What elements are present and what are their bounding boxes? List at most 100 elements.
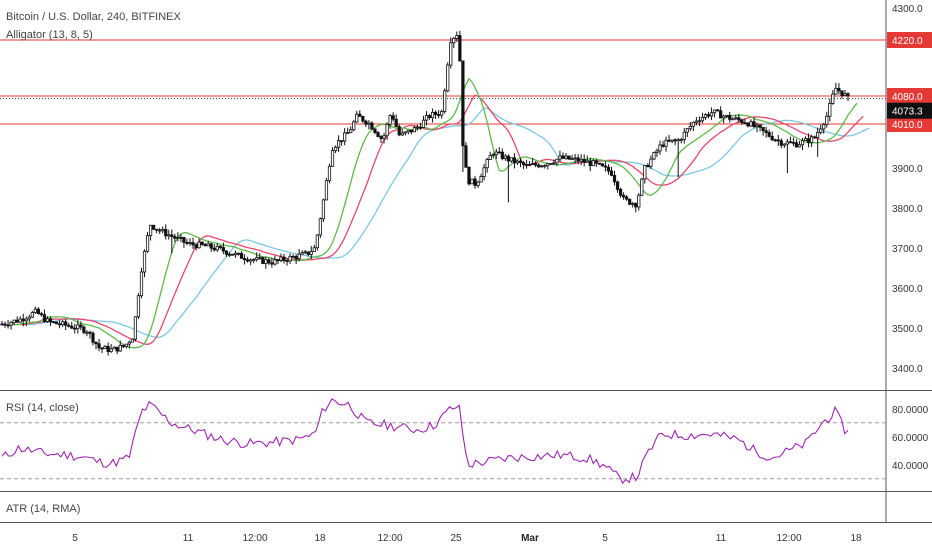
candle xyxy=(588,157,592,172)
candle xyxy=(279,253,283,263)
candle xyxy=(585,155,589,163)
candle xyxy=(94,341,98,350)
candle xyxy=(521,160,526,170)
time-axis[interactable]: 5 11 12:00 18 12:00 25 Mar 5 11 12:00 18 xyxy=(72,533,862,544)
candle xyxy=(427,113,432,120)
candle xyxy=(364,119,368,128)
candle xyxy=(834,82,838,95)
candle xyxy=(227,251,232,258)
price-tick-label: 3900.0 xyxy=(892,164,923,175)
candle xyxy=(309,246,313,259)
candle xyxy=(782,143,786,148)
candle xyxy=(728,111,732,123)
candle xyxy=(485,157,489,173)
candle xyxy=(330,147,335,167)
candle xyxy=(333,145,338,154)
candle xyxy=(612,170,617,186)
candle xyxy=(294,254,298,264)
main-pane[interactable] xyxy=(0,0,886,390)
atr-pane[interactable] xyxy=(0,492,886,522)
candle xyxy=(391,112,395,122)
candle xyxy=(582,154,586,167)
candle xyxy=(506,154,510,203)
candle xyxy=(124,343,128,349)
candle xyxy=(321,198,326,223)
candle xyxy=(603,161,608,172)
rsi-tick-label: 40.0000 xyxy=(892,461,929,472)
candle xyxy=(664,136,668,152)
candle xyxy=(737,113,741,123)
candle xyxy=(570,154,574,161)
candle xyxy=(170,229,174,254)
candle xyxy=(288,253,292,264)
candle xyxy=(182,237,186,248)
rsi-pane[interactable] xyxy=(0,391,886,491)
time-tick-label: Mar xyxy=(521,533,539,544)
candle xyxy=(813,135,817,139)
candle xyxy=(61,319,65,328)
candle xyxy=(694,117,698,126)
candle xyxy=(242,254,247,265)
candle xyxy=(152,224,156,231)
candle xyxy=(625,195,629,201)
candle xyxy=(722,114,726,124)
candle xyxy=(618,187,623,198)
time-tick-label: 25 xyxy=(450,533,462,544)
candle xyxy=(64,319,68,330)
level-label: 4080.0 xyxy=(892,92,923,103)
candle xyxy=(764,126,768,138)
candle xyxy=(88,330,92,339)
candle xyxy=(246,256,250,263)
candle xyxy=(367,120,371,130)
time-tick-label: 12:00 xyxy=(377,533,402,544)
candle xyxy=(209,242,213,252)
candle xyxy=(324,177,329,201)
candle xyxy=(791,137,796,147)
rsi-axis[interactable]: 40.0000 60.0000 80.0000 xyxy=(892,405,929,472)
candle xyxy=(810,134,814,147)
candle xyxy=(634,202,638,213)
candle xyxy=(831,89,835,105)
candle xyxy=(285,258,289,266)
candle xyxy=(716,108,720,112)
candle xyxy=(264,256,268,269)
price-tick-label: 3500.0 xyxy=(892,324,923,335)
candle xyxy=(273,255,277,266)
candle xyxy=(667,135,671,143)
candle xyxy=(306,251,310,257)
candle xyxy=(594,159,598,167)
candle xyxy=(376,130,380,138)
candle xyxy=(703,113,708,120)
time-tick-label: 5 xyxy=(72,533,78,544)
candle xyxy=(370,121,374,130)
candle xyxy=(215,242,219,253)
time-tick-label: 12:00 xyxy=(242,533,267,544)
candle xyxy=(139,267,144,299)
candle xyxy=(546,162,550,170)
candle xyxy=(418,122,423,130)
price-tick-label: 3800.0 xyxy=(892,204,923,215)
candle xyxy=(203,242,207,247)
candle xyxy=(121,344,125,349)
price-axis[interactable]: 3400.0 3500.0 3600.0 3700.0 3800.0 3900.0 4300… xyxy=(892,4,923,375)
candle xyxy=(21,313,25,327)
last-price-label: 4073.3 xyxy=(892,107,923,118)
candle xyxy=(488,151,492,160)
candle xyxy=(670,139,674,144)
candle xyxy=(555,158,559,167)
rsi-series xyxy=(0,398,886,485)
candle xyxy=(82,325,86,335)
candle xyxy=(509,157,514,163)
candle xyxy=(788,136,792,144)
alligator-lines xyxy=(11,77,870,349)
candle xyxy=(443,88,447,114)
candle xyxy=(224,250,228,257)
candle xyxy=(24,316,28,327)
candle xyxy=(70,321,74,329)
candle xyxy=(142,249,147,278)
candle xyxy=(206,240,210,247)
candle xyxy=(470,178,474,185)
rsi-tick-label: 80.0000 xyxy=(892,405,929,416)
candle xyxy=(39,311,44,317)
